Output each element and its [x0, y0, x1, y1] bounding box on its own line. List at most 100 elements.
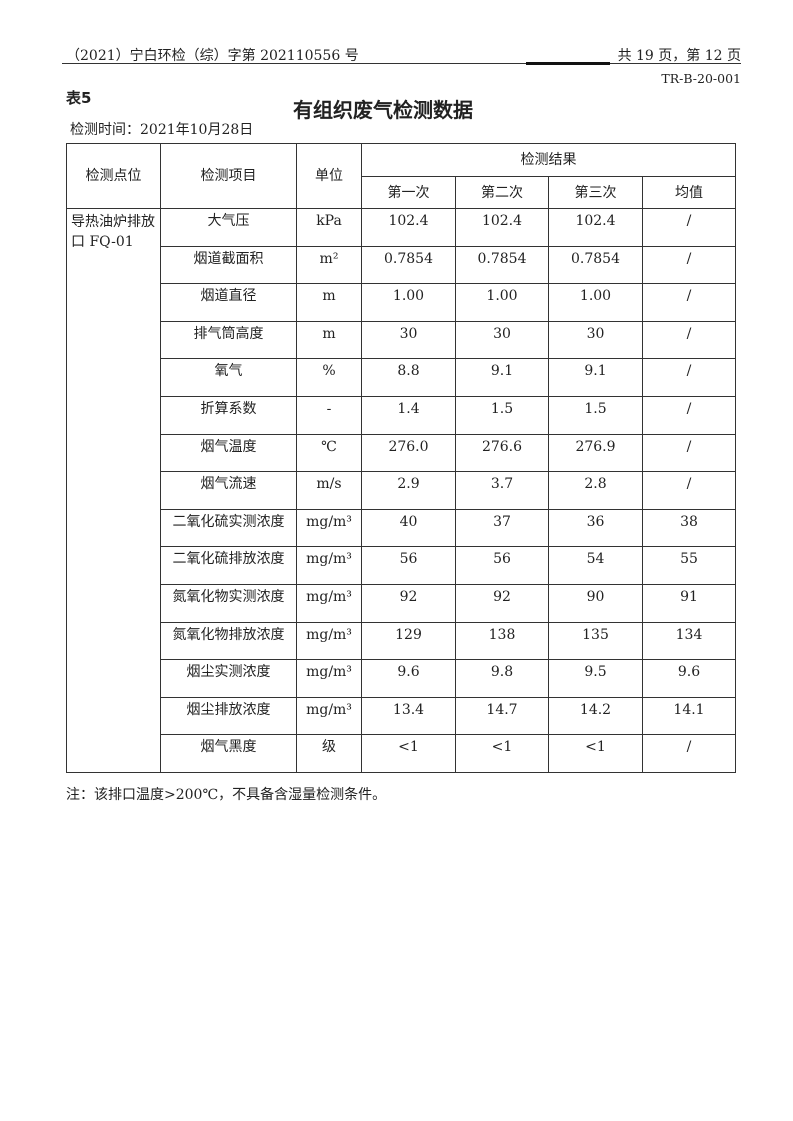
- average-value: /: [642, 395, 736, 435]
- item-cell: 烟道直径: [160, 283, 297, 322]
- header-divider: [62, 63, 741, 64]
- table-row: 二氧化硫排放浓度 mg/m³ 56 56 54 55: [67, 546, 736, 585]
- header-point: 检测点位: [66, 143, 161, 209]
- item-cell: 烟气温度: [160, 433, 297, 473]
- item-cell: 烟尘排放浓度: [160, 696, 297, 736]
- form-code: TR-B-20-001: [661, 71, 741, 86]
- test-date: 检测时间：2021年10月28日: [70, 122, 254, 138]
- table-row: 烟气温度 ℃ 276.0 276.6 276.9/: [67, 433, 736, 473]
- average-value: 91: [642, 583, 736, 623]
- first-value: 102.4: [361, 208, 456, 247]
- unit-cell: m/s: [296, 471, 362, 510]
- average-value: /: [642, 245, 736, 285]
- second-value: 3.7: [455, 471, 549, 510]
- second-value: 9.1: [455, 358, 549, 397]
- unit-cell: m: [296, 283, 362, 322]
- second-value: 138: [455, 621, 549, 661]
- first-value: 8.8: [361, 358, 456, 397]
- item-cell: 烟尘实测浓度: [160, 659, 297, 698]
- second-value: 276.6: [455, 433, 549, 473]
- page-indicator: 共 19 页，第 12 页: [617, 48, 741, 64]
- unit-cell: ℃: [296, 433, 362, 473]
- exhaust-gas-data-table: 检测点位 检测项目 单位 检测结果 第一次 第二次 第三次 均值 导热油炉排放口…: [66, 143, 736, 773]
- average-value: 9.6: [642, 659, 736, 698]
- item-cell: 氮氧化物排放浓度: [160, 621, 297, 661]
- third-value: 0.7854: [548, 245, 643, 285]
- unit-cell: mg/m³: [296, 621, 362, 661]
- unit-cell: mg/m³: [296, 546, 362, 585]
- unit-cell: m: [296, 320, 362, 360]
- first-value: 92: [361, 583, 456, 623]
- first-value: 2.9: [361, 471, 456, 510]
- item-cell: 氧气: [160, 358, 297, 397]
- average-value: 38: [642, 508, 736, 548]
- item-cell: 排气筒高度: [160, 320, 297, 360]
- table-row: 烟气流速 m/s 2.9 3.7 2.8/: [67, 471, 736, 510]
- second-value: 102.4: [455, 208, 549, 247]
- second-value: 30: [455, 320, 549, 360]
- monitoring-point: 导热油炉排放口 FQ-01: [66, 208, 161, 773]
- third-value: 1.00: [548, 283, 643, 322]
- header-first: 第一次: [361, 176, 456, 209]
- third-value: 9.1: [548, 358, 643, 397]
- unit-cell: kPa: [296, 208, 362, 247]
- header-divider-accent: [526, 62, 610, 65]
- first-value: 276.0: [361, 433, 456, 473]
- third-value: 1.5: [548, 395, 643, 435]
- table-row: 氮氧化物实测浓度 mg/m³ 92 92 90 91: [67, 583, 736, 623]
- third-value: 135: [548, 621, 643, 661]
- unit-cell: mg/m³: [296, 696, 362, 736]
- average-value: 134: [642, 621, 736, 661]
- average-value: /: [642, 358, 736, 397]
- table-label: 表5: [66, 89, 92, 107]
- unit-cell: mg/m³: [296, 659, 362, 698]
- table-row: 烟道直径 m 1.00 1.00 1.00/: [67, 283, 736, 322]
- average-value: 14.1: [642, 696, 736, 736]
- table-row: 烟道截面积 m² 0.7854 0.7854 0.7854/: [67, 245, 736, 285]
- average-value: /: [642, 320, 736, 360]
- header-unit: 单位: [296, 143, 362, 209]
- header-second: 第二次: [455, 176, 549, 209]
- item-cell: 二氧化硫实测浓度: [160, 508, 297, 548]
- unit-cell: 级: [296, 734, 362, 773]
- table-row: 氧气% 8.8 9.1 9.1/: [67, 358, 736, 397]
- first-value: 56: [361, 546, 456, 585]
- item-cell: 烟气流速: [160, 471, 297, 510]
- third-value: 276.9: [548, 433, 643, 473]
- third-value: 90: [548, 583, 643, 623]
- second-value: 1.5: [455, 395, 549, 435]
- header-item: 检测项目: [160, 143, 297, 209]
- third-value: 30: [548, 320, 643, 360]
- second-value: 14.7: [455, 696, 549, 736]
- second-value: <1: [455, 734, 549, 773]
- item-cell: 烟气黑度: [160, 734, 297, 773]
- page-title: 有组织废气检测数据: [293, 98, 473, 122]
- unit-cell: -: [296, 395, 362, 435]
- unit-cell: m²: [296, 245, 362, 285]
- table-row: 二氧化硫实测浓度 mg/m³ 40 37 36 38: [67, 508, 736, 548]
- unit-cell: %: [296, 358, 362, 397]
- third-value: 54: [548, 546, 643, 585]
- third-value: <1: [548, 734, 643, 773]
- first-value: 129: [361, 621, 456, 661]
- table-row: 烟气黑度级 <1 <1 <1/: [67, 734, 736, 773]
- average-value: 55: [642, 546, 736, 585]
- second-value: 9.8: [455, 659, 549, 698]
- first-value: 40: [361, 508, 456, 548]
- third-value: 14.2: [548, 696, 643, 736]
- average-value: /: [642, 471, 736, 510]
- average-value: /: [642, 283, 736, 322]
- first-value: 13.4: [361, 696, 456, 736]
- average-value: /: [642, 208, 736, 247]
- item-cell: 烟道截面积: [160, 245, 297, 285]
- average-value: /: [642, 433, 736, 473]
- item-cell: 折算系数: [160, 395, 297, 435]
- first-value: 0.7854: [361, 245, 456, 285]
- second-value: 1.00: [455, 283, 549, 322]
- second-value: 0.7854: [455, 245, 549, 285]
- table-row: 导热油炉排放口 FQ-01 大气压 kPa 102.4 102.4 102.4/: [66, 208, 736, 773]
- unit-cell: mg/m³: [296, 508, 362, 548]
- third-value: 102.4: [548, 208, 643, 247]
- table-row: 折算系数 -1.4 1.5 1.5/: [67, 395, 736, 435]
- first-value: 9.6: [361, 659, 456, 698]
